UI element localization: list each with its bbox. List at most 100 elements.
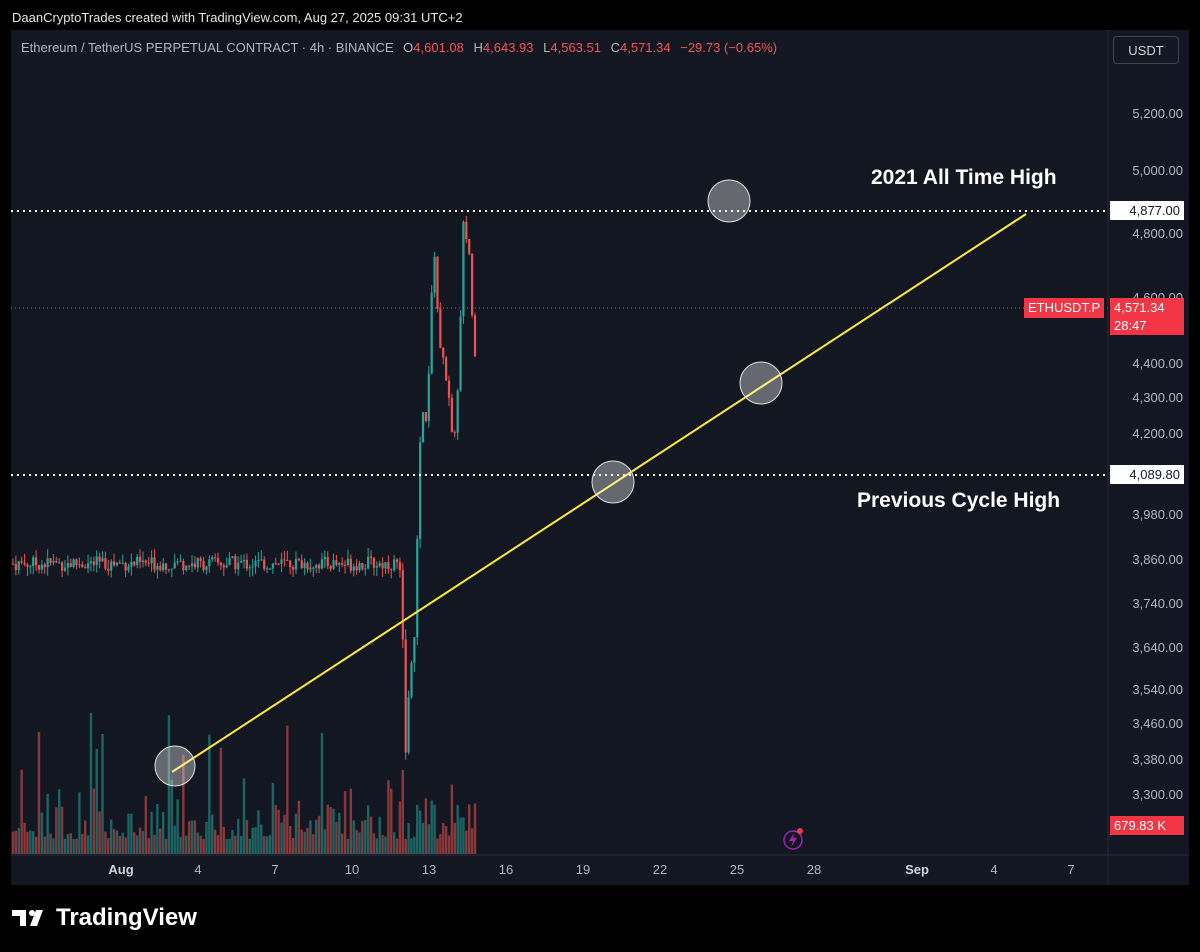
candle-body: [222, 565, 225, 568]
close-value: 4,571.34: [620, 40, 671, 55]
volume-bar: [468, 804, 471, 854]
candle-body: [144, 560, 147, 563]
volume-bar: [127, 813, 130, 854]
volume-bar: [421, 822, 425, 854]
trendline[interactable]: [171, 213, 1027, 773]
volume-bar: [208, 734, 211, 854]
y-tick-label: 3,860.00: [1132, 552, 1183, 567]
candle-body: [257, 559, 260, 561]
candle-body: [465, 221, 468, 240]
volume-bar: [343, 791, 347, 854]
price-chart[interactable]: [11, 30, 1189, 885]
candle-body: [81, 564, 84, 568]
candle-body: [17, 561, 20, 570]
candle-body: [138, 556, 142, 562]
chart-pane[interactable]: Ethereum / TetherUS PERPETUAL CONTRACT ·…: [11, 30, 1189, 885]
candle-body: [352, 566, 355, 571]
candle-body: [297, 559, 300, 561]
volume-bar: [335, 821, 338, 854]
volume-bar: [179, 836, 182, 854]
ath-annotation: 2021 All Time High: [871, 166, 1057, 189]
volume-bar: [387, 780, 390, 854]
brand-name: TradingView: [56, 904, 197, 931]
volume-bar: [211, 814, 214, 854]
x-tick-label: 13: [421, 862, 437, 877]
candle-body: [162, 563, 165, 571]
prev-high-price-tag: 4,089.80: [1110, 465, 1184, 484]
candle-body: [196, 558, 199, 568]
candle-body: [78, 564, 81, 566]
candle-body: [384, 562, 387, 569]
volume-bar: [231, 830, 234, 854]
volume-bar: [410, 838, 413, 854]
volume-bar: [277, 809, 280, 854]
candle-body: [329, 565, 332, 569]
volume-bar: [268, 835, 272, 854]
volume-bar: [450, 784, 454, 854]
candle-body: [101, 558, 104, 562]
volume-bar: [407, 823, 410, 854]
candle-body: [214, 557, 217, 559]
candle-body: [364, 568, 367, 570]
volume-bar: [260, 824, 263, 854]
volume-bar: [413, 836, 416, 854]
candle-body: [46, 558, 49, 568]
candle-body: [309, 567, 312, 570]
volume-bar: [416, 804, 419, 854]
candle-body: [450, 397, 453, 433]
candle-body: [193, 563, 197, 568]
candle-body: [20, 561, 23, 563]
volume-bar: [372, 833, 376, 854]
candle-body: [312, 567, 315, 569]
x-tick-label: 22: [652, 862, 668, 877]
volume-bar: [430, 800, 433, 854]
candle-body: [335, 560, 338, 565]
volume-bar: [78, 792, 81, 854]
candle-body: [141, 560, 145, 562]
volume-bar: [375, 838, 379, 854]
volume-bar: [130, 813, 133, 854]
volume-bar: [366, 805, 370, 854]
y-tick-label: 4,800.00: [1132, 226, 1183, 241]
symbol-legend[interactable]: Ethereum / TetherUS PERPETUAL CONTRACT ·…: [21, 40, 777, 55]
candle-body: [234, 556, 237, 570]
volume-bar: [43, 836, 46, 854]
candle-body: [410, 662, 413, 698]
volume-bar: [205, 821, 208, 854]
volume-bar: [369, 816, 373, 854]
volume-bar: [202, 838, 205, 854]
candle-body: [372, 557, 376, 568]
y-tick-label: 5,200.00: [1132, 106, 1183, 121]
candle-body: [251, 566, 254, 568]
volume-bar: [52, 838, 55, 854]
high-key: H: [473, 40, 483, 55]
volume-bar: [112, 828, 116, 854]
prev-cycle-annotation: Previous Cycle High: [857, 489, 1061, 512]
candle-body: [72, 559, 75, 567]
candle-body: [430, 292, 433, 374]
candle-body: [274, 563, 277, 565]
candle-body: [358, 563, 361, 571]
candle-body: [421, 412, 425, 443]
volume-bar: [23, 822, 26, 854]
lightning-icon[interactable]: [783, 828, 803, 850]
volume-bar: [26, 831, 29, 854]
volume-bar: [361, 820, 364, 854]
currency-button[interactable]: USDT: [1113, 36, 1179, 64]
volume-bar: [222, 826, 225, 854]
candle-body: [315, 564, 318, 568]
volume-bar: [395, 838, 399, 854]
volume-bar: [219, 747, 223, 854]
candle-body: [167, 569, 171, 571]
candle-body: [424, 412, 428, 422]
candle-body: [237, 562, 240, 570]
x-tick-label: 16: [498, 862, 514, 877]
attribution-text: DaanCryptoTrades created with TradingVie…: [12, 10, 463, 25]
candle-body: [361, 563, 364, 569]
volume-bar: [60, 806, 64, 854]
candle-body: [63, 567, 67, 571]
candle-body: [254, 560, 257, 567]
candle-body: [153, 557, 156, 570]
volume-bar: [46, 793, 49, 854]
volume-bar: [300, 829, 303, 854]
